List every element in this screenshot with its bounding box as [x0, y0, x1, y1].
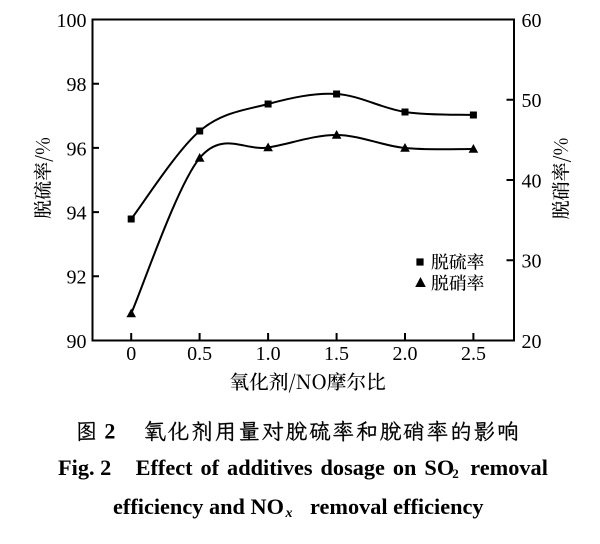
svg-text:50: 50 — [522, 90, 542, 112]
svg-text:removal efficiency: removal efficiency — [310, 494, 484, 519]
svg-text:92: 92 — [67, 267, 87, 289]
svg-text:2: 2 — [452, 466, 459, 481]
svg-text:90: 90 — [67, 331, 87, 353]
svg-text:94: 94 — [67, 203, 87, 225]
svg-text:96: 96 — [67, 138, 87, 160]
svg-text:2: 2 — [104, 419, 115, 444]
svg-text:Effect of additives dosage on: Effect of additives dosage on SO — [136, 455, 455, 480]
svg-text:1.0: 1.0 — [256, 343, 281, 365]
svg-text:removal: removal — [470, 455, 548, 480]
svg-text:40: 40 — [522, 170, 542, 192]
svg-text:2.5: 2.5 — [461, 343, 486, 365]
svg-text:x: x — [285, 506, 293, 521]
svg-text:100: 100 — [57, 10, 87, 32]
svg-text:2.0: 2.0 — [393, 343, 418, 365]
svg-text:efficiency and NO: efficiency and NO — [113, 494, 284, 519]
svg-text:20: 20 — [522, 331, 542, 353]
svg-text:98: 98 — [67, 74, 87, 96]
svg-text:1.5: 1.5 — [324, 343, 349, 365]
svg-text:30: 30 — [522, 251, 542, 273]
svg-text:60: 60 — [522, 10, 542, 32]
svg-text:Fig. 2: Fig. 2 — [58, 455, 111, 480]
svg-text:0: 0 — [126, 343, 136, 365]
svg-text:0.5: 0.5 — [187, 343, 212, 365]
